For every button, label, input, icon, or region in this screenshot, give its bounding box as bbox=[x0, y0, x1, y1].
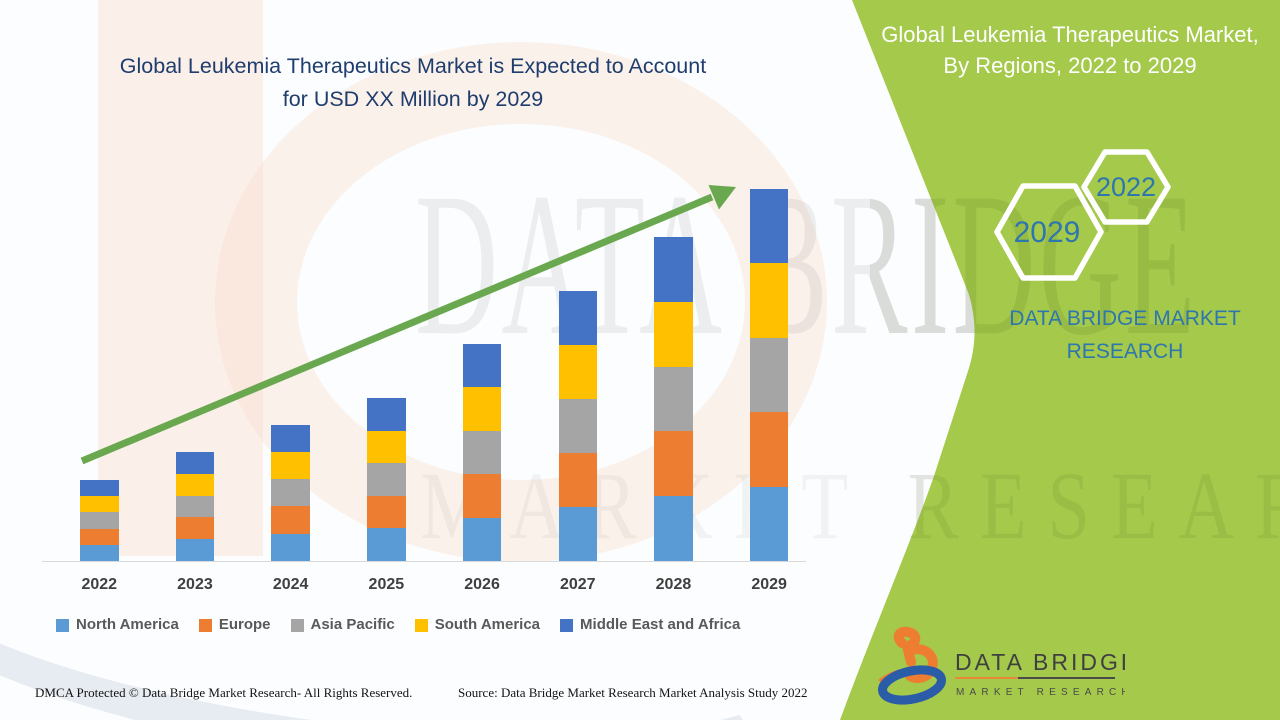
bar-2024 bbox=[271, 424, 310, 561]
brand-wordmark: DATA BRIDGE MARKET RESEARCH bbox=[955, 302, 1280, 368]
x-axis-label-2028: 2028 bbox=[655, 576, 692, 593]
bar-segment-north-america bbox=[175, 539, 215, 561]
bar-segment-south-america bbox=[654, 301, 693, 367]
bar-segment-south-america bbox=[462, 387, 502, 431]
bar-segment-north-america bbox=[80, 544, 119, 561]
x-axis-line bbox=[42, 561, 806, 562]
legend-swatch-icon bbox=[414, 619, 428, 632]
bar-segment-asia-pacific bbox=[367, 463, 406, 496]
bar-segment-middle-east-and-africa bbox=[749, 189, 789, 264]
x-axis-label-2022: 2022 bbox=[81, 576, 118, 593]
chart-title-line1: Global Leukemia Therapeutics Market is E… bbox=[119, 54, 707, 78]
x-axis-label-2029: 2029 bbox=[751, 576, 787, 593]
bar-segment-asia-pacific bbox=[271, 479, 310, 507]
bar-segment-north-america bbox=[749, 486, 789, 561]
bar-segment-europe bbox=[749, 412, 789, 487]
legend-label: Europe bbox=[218, 616, 271, 633]
legend-item-middle-east-and-africa: Middle East and Africa bbox=[560, 616, 740, 633]
bar-segment-middle-east-and-africa bbox=[654, 237, 693, 302]
bar-2022 bbox=[80, 480, 119, 561]
bar-segment-europe bbox=[462, 474, 502, 518]
source-note: Source: Data Bridge Market Research Mark… bbox=[458, 685, 808, 700]
bar-segment-middle-east-and-africa bbox=[175, 452, 215, 474]
bar-segment-middle-east-and-africa bbox=[462, 344, 502, 388]
legend-item-south-america: South America bbox=[414, 616, 541, 633]
bar-segment-south-america bbox=[367, 430, 406, 464]
bar-segment-north-america bbox=[558, 507, 597, 561]
bar-2029 bbox=[749, 189, 789, 561]
chart-title: Global Leukemia Therapeutics Market is E… bbox=[60, 50, 766, 116]
brand-line2: RESEARCH bbox=[1066, 340, 1184, 363]
panel-heading: Global Leukemia Therapeutics Market, By … bbox=[864, 19, 1276, 81]
brand-line1: DATA BRIDGE MARKET bbox=[1009, 307, 1241, 330]
chart-title-line2: for USD XX Million by 2029 bbox=[282, 87, 544, 111]
data-bridge-b-icon bbox=[878, 626, 946, 705]
bar-segment-south-america bbox=[271, 451, 310, 480]
legend-label: Asia Pacific bbox=[310, 616, 395, 633]
bar-segment-europe bbox=[271, 506, 310, 534]
bar-segment-south-america bbox=[749, 263, 789, 338]
bar-segment-north-america bbox=[367, 528, 406, 561]
company-logo: DATA BRIDGE MARKET RESEARCH bbox=[878, 626, 1125, 705]
bar-segment-middle-east-and-africa bbox=[80, 480, 119, 497]
bar-segment-asia-pacific bbox=[175, 495, 215, 518]
legend-label: South America bbox=[434, 616, 541, 633]
panel-heading-line1: Global Leukemia Therapeutics Market, bbox=[881, 22, 1259, 47]
legend-swatch-icon bbox=[290, 619, 304, 632]
panel-heading-line2: By Regions, 2022 to 2029 bbox=[943, 53, 1197, 78]
legend-item-north-america: North America bbox=[56, 616, 179, 633]
legend-label: North America bbox=[76, 616, 179, 633]
bar-segment-europe bbox=[558, 453, 597, 507]
legend-label: Middle East and Africa bbox=[580, 616, 741, 633]
bar-2023 bbox=[175, 452, 215, 561]
bar-segment-asia-pacific bbox=[558, 399, 597, 453]
bar-segment-south-america bbox=[80, 496, 119, 513]
legend-item-asia-pacific: Asia Pacific bbox=[290, 616, 395, 633]
bar-segment-north-america bbox=[654, 496, 693, 561]
bar-segment-north-america bbox=[271, 533, 310, 561]
legend-swatch-icon bbox=[198, 619, 212, 632]
bar-segment-asia-pacific bbox=[654, 366, 693, 432]
x-axis-label-2025: 2025 bbox=[368, 576, 405, 593]
bar-segment-europe bbox=[367, 495, 406, 529]
dmca-notice: DMCA Protected © Data Bridge Market Rese… bbox=[35, 685, 413, 700]
bar-segment-europe bbox=[80, 528, 119, 545]
x-axis-label-2026: 2026 bbox=[464, 576, 500, 593]
bar-segment-asia-pacific bbox=[749, 337, 789, 413]
legend-item-europe: Europe bbox=[198, 616, 271, 633]
chart-legend: North America Europe Asia Pacific South Ame… bbox=[56, 616, 740, 633]
bar-segment-europe bbox=[175, 517, 215, 540]
bar-2028 bbox=[654, 237, 693, 561]
bar-segment-middle-east-and-africa bbox=[558, 291, 597, 345]
bar-2027 bbox=[558, 291, 597, 561]
bar-segment-middle-east-and-africa bbox=[271, 424, 310, 452]
bar-segment-south-america bbox=[558, 345, 597, 399]
bar-2025 bbox=[367, 398, 406, 561]
legend-swatch-icon bbox=[560, 619, 574, 632]
bar-segment-south-america bbox=[175, 473, 215, 496]
bar-segment-middle-east-and-africa bbox=[367, 398, 406, 431]
x-axis-label-2023: 2023 bbox=[177, 576, 213, 593]
logo-name-text: DATA BRIDGE bbox=[955, 649, 1125, 675]
logo-subname-text: MARKET RESEARCH bbox=[956, 687, 1125, 698]
x-axis-label-2027: 2027 bbox=[559, 576, 596, 593]
bar-segment-north-america bbox=[462, 517, 502, 561]
bar-2026 bbox=[462, 344, 502, 561]
legend-swatch-icon bbox=[56, 619, 69, 632]
x-axis-label-2024: 2024 bbox=[272, 576, 309, 593]
bar-segment-europe bbox=[654, 431, 693, 497]
bar-segment-asia-pacific bbox=[462, 430, 502, 475]
bar-segment-asia-pacific bbox=[80, 512, 119, 529]
